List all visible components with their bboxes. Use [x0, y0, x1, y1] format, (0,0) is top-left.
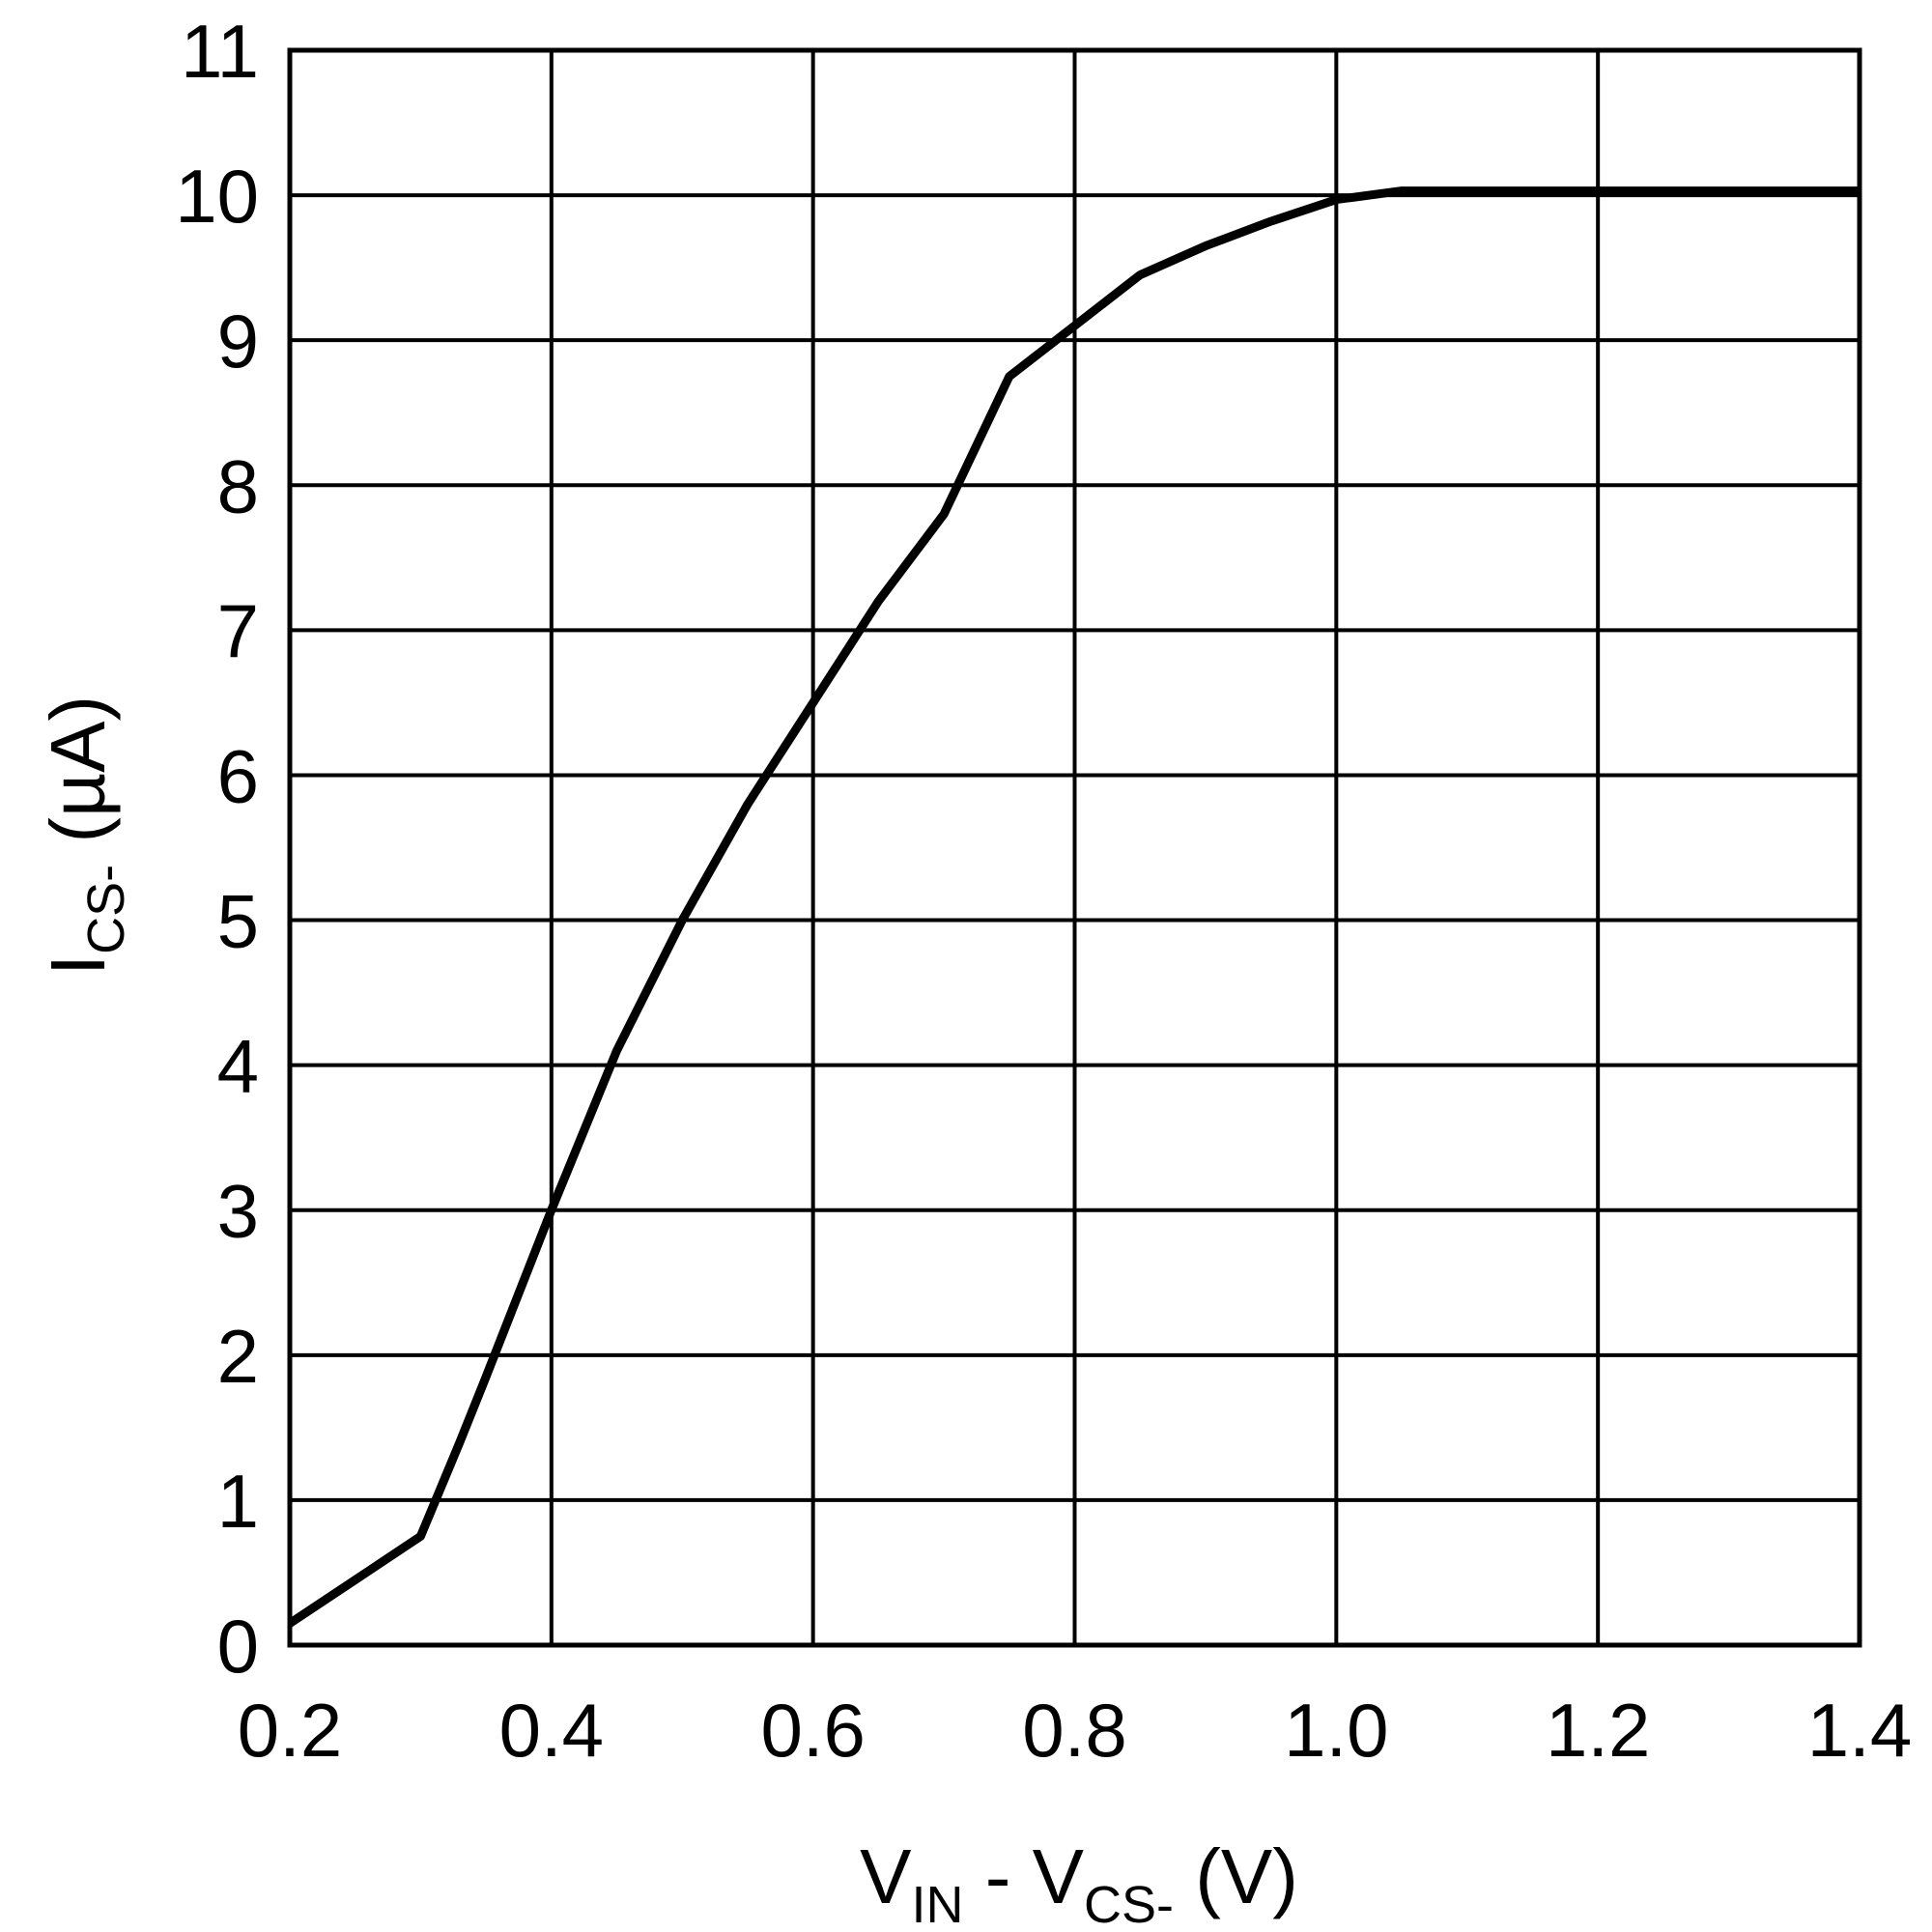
series-layer [287, 186, 1860, 1628]
x-tick-label-0: 0.2 [238, 1688, 342, 1773]
y-tick-label-5: 5 [217, 879, 259, 964]
x-tick-label-5: 1.2 [1546, 1688, 1650, 1773]
y-tick-labels: 0 1 2 3 4 5 6 7 8 9 10 11 [175, 9, 259, 1689]
x-axis-title: VIN - VCS- (V) [860, 1833, 1298, 1932]
x-tick-label-3: 0.8 [1022, 1688, 1126, 1773]
x-tick-label-6: 1.4 [1807, 1688, 1912, 1773]
y-tick-label-11: 11 [181, 9, 259, 94]
y-axis-title: ICS- (µA) [35, 696, 135, 976]
series-line-0 [287, 186, 1860, 1628]
x-tick-label-2: 0.6 [760, 1688, 865, 1773]
y-tick-label-4: 4 [217, 1024, 259, 1109]
y-tick-label-6: 6 [217, 733, 259, 818]
y-tick-label-2: 2 [217, 1314, 259, 1399]
grid [288, 48, 1861, 1647]
x-tick-label-4: 1.0 [1284, 1688, 1388, 1773]
y-tick-label-8: 8 [217, 443, 259, 528]
y-tick-label-9: 9 [217, 298, 259, 384]
y-tick-label-10: 10 [175, 154, 259, 239]
y-tick-label-1: 1 [217, 1459, 259, 1544]
y-tick-label-3: 3 [217, 1169, 259, 1254]
x-tick-labels: 0.2 0.4 0.6 0.8 1.0 1.2 1.4 [238, 1688, 1912, 1773]
plot-frame [287, 47, 1862, 1648]
y-tick-label-7: 7 [217, 588, 259, 673]
y-tick-label-0: 0 [217, 1604, 259, 1689]
x-tick-label-1: 0.4 [499, 1688, 604, 1773]
